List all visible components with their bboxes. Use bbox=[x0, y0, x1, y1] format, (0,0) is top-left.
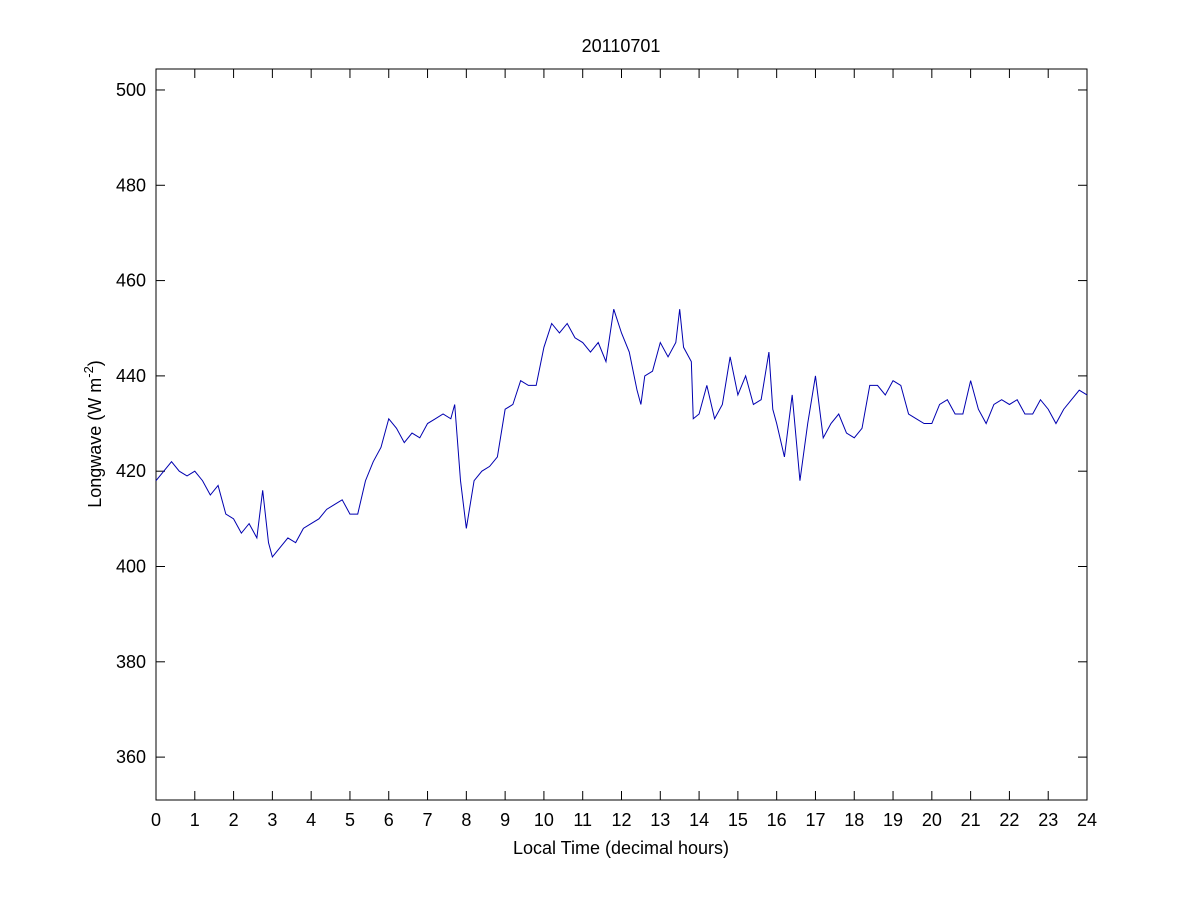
x-tick-label: 3 bbox=[267, 810, 277, 830]
x-tick-label: 5 bbox=[345, 810, 355, 830]
x-tick-label: 13 bbox=[650, 810, 670, 830]
x-tick-label: 4 bbox=[306, 810, 316, 830]
y-tick-label: 400 bbox=[116, 556, 146, 576]
y-axis-label-tail: ) bbox=[85, 360, 105, 366]
x-tick-label: 2 bbox=[229, 810, 239, 830]
chart-title: 20110701 bbox=[582, 36, 661, 56]
x-tick-label: 12 bbox=[611, 810, 631, 830]
y-tick-label: 480 bbox=[116, 175, 146, 195]
y-axis-label-main: Longwave (W m bbox=[85, 378, 105, 508]
x-tick-label: 1 bbox=[190, 810, 200, 830]
x-tick-label: 8 bbox=[461, 810, 471, 830]
x-axis-label: Local Time (decimal hours) bbox=[513, 838, 729, 858]
y-axis-label-sup: -2 bbox=[81, 366, 96, 378]
x-tick-label: 21 bbox=[961, 810, 981, 830]
y-tick-label: 440 bbox=[116, 366, 146, 386]
y-tick-label: 420 bbox=[116, 461, 146, 481]
y-tick-label: 500 bbox=[116, 80, 146, 100]
x-tick-label: 11 bbox=[573, 810, 592, 830]
x-tick-label: 19 bbox=[883, 810, 903, 830]
x-tick-label: 6 bbox=[384, 810, 394, 830]
y-tick-label: 380 bbox=[116, 652, 146, 672]
plot-area bbox=[155, 68, 1088, 801]
data-line bbox=[155, 309, 1088, 559]
x-tick-label: 10 bbox=[534, 810, 554, 830]
x-tick-label: 17 bbox=[805, 810, 825, 830]
x-tick-label: 9 bbox=[500, 810, 510, 830]
x-tick-label: 23 bbox=[1038, 810, 1058, 830]
x-tick-label: 16 bbox=[767, 810, 787, 830]
x-tick-label: 0 bbox=[151, 810, 161, 830]
y-axis-label: Longwave (W m-2) bbox=[81, 360, 105, 508]
x-tick-label: 7 bbox=[423, 810, 433, 830]
x-tick-label: 20 bbox=[922, 810, 942, 830]
y-tick-label: 460 bbox=[116, 271, 146, 291]
x-tick-label: 15 bbox=[728, 810, 748, 830]
x-tick-label: 22 bbox=[999, 810, 1019, 830]
x-tick-label: 24 bbox=[1077, 810, 1097, 830]
x-tick-label: 14 bbox=[689, 810, 709, 830]
y-tick-label: 360 bbox=[116, 747, 146, 767]
x-tick-label: 18 bbox=[844, 810, 864, 830]
